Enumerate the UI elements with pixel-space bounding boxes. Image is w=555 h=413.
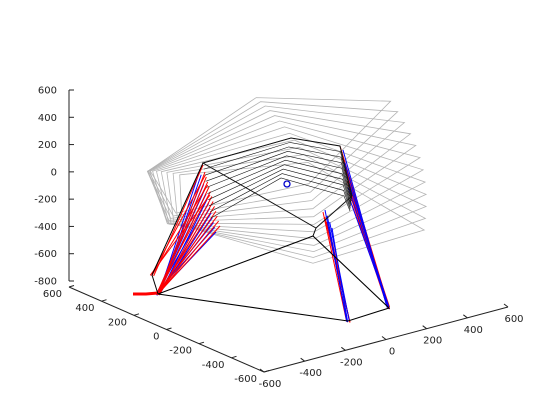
x-tick-mark [423, 326, 427, 329]
z-tick-label: -200 [34, 195, 57, 206]
actuator-leg-blue [347, 175, 389, 307]
actuator-leg-red [157, 182, 208, 294]
x-tick-label: -200 [340, 357, 363, 368]
x-tick-mark [301, 358, 305, 361]
axes-box [69, 90, 508, 372]
z-tick-label: 400 [38, 113, 57, 124]
y-tick-mark [232, 356, 237, 358]
actuator-leg-blue [350, 200, 389, 309]
y-tick-label: -200 [169, 346, 192, 357]
x-tick-mark [504, 304, 508, 307]
z-tick-label: -400 [34, 222, 57, 233]
z-tick-label: 0 [51, 167, 57, 178]
y-tick-label: 0 [153, 332, 159, 343]
z-tick-label: 600 [38, 86, 57, 97]
actuator-foot-red [133, 293, 158, 294]
y-tick-mark [69, 286, 74, 288]
ghost-platform-outline [148, 106, 405, 218]
y-tick-label: -600 [234, 374, 257, 385]
base-edge [152, 275, 158, 294]
y-tick-label: -400 [202, 360, 225, 371]
z-tick-label: -800 [34, 277, 57, 288]
z-tick-label: 200 [38, 140, 57, 151]
platform-sweep-line [211, 178, 350, 218]
ghost-platform-outline [153, 127, 424, 232]
x-tick-label: 600 [504, 314, 523, 325]
x-tick-mark [382, 337, 386, 340]
platform-center-marker [284, 181, 290, 187]
y-tick-mark [134, 314, 139, 316]
x-tick-label: 0 [389, 347, 395, 358]
z-tick-label: -600 [34, 249, 57, 260]
y-tick-mark [199, 342, 204, 344]
x-tick-mark [341, 347, 345, 350]
actuator-leg-red [159, 187, 209, 293]
x-tick-label: -600 [259, 379, 282, 390]
actuator-leg-red [159, 201, 213, 294]
y-tick-mark [102, 300, 107, 302]
x-tick-mark [463, 315, 467, 318]
y-tick-label: 400 [75, 303, 94, 314]
y-tick-label: 200 [108, 317, 127, 328]
y-tick-mark [167, 328, 172, 330]
tick-labels: 6004002000-200-400-600-8006004002000-200… [34, 86, 523, 391]
x-tick-label: 400 [464, 325, 483, 336]
x-tick-label: -400 [299, 368, 322, 379]
y-tick-label: 600 [43, 289, 62, 300]
actuator-leg-blue [332, 228, 348, 322]
x-tick-label: 200 [423, 336, 442, 347]
